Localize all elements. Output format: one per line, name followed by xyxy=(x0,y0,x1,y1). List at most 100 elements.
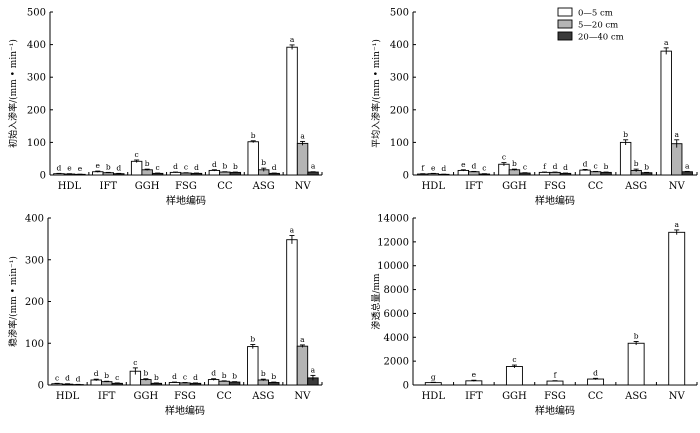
significance-label: b xyxy=(145,159,150,168)
significance-label: a xyxy=(664,38,669,47)
bar-total-FSG-1 xyxy=(546,380,564,386)
significance-label: b xyxy=(623,130,628,139)
significance-label: e xyxy=(67,164,72,173)
significance-label: c xyxy=(156,163,160,172)
y-tick-label: 14000 xyxy=(377,214,409,225)
x-tick-label: FSG xyxy=(544,391,566,402)
bar-steady-NV-1 xyxy=(286,239,298,386)
y-tick-label: 6000 xyxy=(384,309,409,320)
x-tick-label: IFT xyxy=(465,181,483,192)
significance-label: b xyxy=(261,158,266,167)
x-tick-label: IFT xyxy=(98,391,116,402)
bar-average-CC-3 xyxy=(600,171,612,176)
x-tick-label: ASG xyxy=(624,391,647,402)
significance-label: e xyxy=(472,370,477,379)
x-tick-label: FSG xyxy=(174,391,196,402)
y-tick-label: 100 xyxy=(27,138,46,149)
x-tick-label: CC xyxy=(216,391,232,402)
x-tick-label: NV xyxy=(669,391,686,402)
x-tick-label: NV xyxy=(669,181,686,192)
bar-average-NV-2 xyxy=(671,143,683,176)
significance-label: a xyxy=(311,162,316,171)
legend-swatch-1 xyxy=(557,7,573,17)
y-tick-label: 12000 xyxy=(377,237,409,248)
bar-total-IFT-1 xyxy=(465,380,483,386)
x-axis-title: 样地编码 xyxy=(535,194,575,207)
significance-label: b xyxy=(143,369,148,378)
significance-label: f xyxy=(421,164,425,173)
significance-label: c xyxy=(55,373,59,382)
x-tick-label: GGH xyxy=(502,391,527,402)
significance-label: b xyxy=(512,159,517,168)
significance-label: b xyxy=(634,331,639,340)
x-tick-label: ASG xyxy=(624,181,647,192)
significance-label: d xyxy=(65,374,70,383)
y-tick-label: 10000 xyxy=(377,261,409,272)
legend-label-3: 20—40 cm xyxy=(578,33,624,43)
x-tick-label: HDL xyxy=(58,181,82,192)
x-tick-label: IFT xyxy=(465,391,483,402)
y-tick-label: 100 xyxy=(390,138,409,149)
y-tick-label: 200 xyxy=(25,297,44,308)
y-tick-label: 4000 xyxy=(384,333,409,344)
legend-swatch-3 xyxy=(557,31,573,41)
significance-label: g xyxy=(431,372,436,381)
x-tick-label: HDL xyxy=(422,181,446,192)
significance-label: d xyxy=(211,369,216,378)
legend: 0—5 cm 5—20 cm 20—40 cm xyxy=(557,7,624,43)
significance-label: e xyxy=(96,161,101,170)
y-axis-title: 稳渗率/(mm • min⁻¹) xyxy=(7,256,19,347)
chart-total: 0 2000 4000 6000 8000 10000 12000 14000 HDL g IFT e… xyxy=(370,214,698,417)
y-tick-label: 500 xyxy=(390,8,409,19)
legend-label-1: 0—5 cm xyxy=(578,9,613,19)
y-tick-label: 2000 xyxy=(384,357,409,368)
significance-label: a xyxy=(290,226,295,235)
bar-average-IFT-2 xyxy=(468,171,480,176)
x-tick-label: NV xyxy=(294,391,311,402)
bar-total-NV-1 xyxy=(668,231,686,386)
significance-label: e xyxy=(461,160,466,169)
significance-label: d xyxy=(471,161,476,170)
significance-label: e xyxy=(78,164,83,173)
bar-initial-ASG-1 xyxy=(247,141,259,176)
x-tick-label: NV xyxy=(295,181,312,192)
x-tick-label: ASG xyxy=(252,181,275,192)
significance-label: d xyxy=(583,159,588,168)
significance-label: d xyxy=(172,372,177,381)
bar-initial-IFT-2 xyxy=(102,172,114,176)
bar-steady-IFT-2 xyxy=(101,381,113,386)
y-tick-label: 0 xyxy=(40,171,46,182)
x-tick-label: CC xyxy=(588,181,604,192)
significance-label: b xyxy=(271,372,276,381)
significance-label: d xyxy=(76,374,81,383)
y-tick-label: 0 xyxy=(403,171,409,182)
y-tick-label: 400 xyxy=(27,40,46,51)
significance-label: b xyxy=(604,162,609,171)
bar-average-ASG-3 xyxy=(640,172,653,176)
significance-label: c xyxy=(482,164,486,173)
y-tick-label: 200 xyxy=(27,105,46,116)
significance-label: b xyxy=(261,369,266,378)
y-tick-label: 200 xyxy=(390,105,409,116)
significance-label: e xyxy=(431,163,436,172)
bar-total-CC-1 xyxy=(587,378,605,386)
y-axis-title: 渗透总量/mm xyxy=(370,273,382,330)
significance-label: a xyxy=(290,35,295,44)
bar-total-GGH-1 xyxy=(505,366,523,386)
significance-label: c xyxy=(115,373,119,382)
bar-steady-NV-2 xyxy=(296,345,309,386)
significance-label: f xyxy=(554,371,558,380)
bar-average-ASG-1 xyxy=(619,141,632,176)
bar-average-NV-1 xyxy=(660,50,672,176)
x-tick-label: FSG xyxy=(544,181,566,192)
significance-label: d xyxy=(593,368,598,377)
significance-label: b xyxy=(644,162,649,171)
x-axis-title: 样地编码 xyxy=(535,404,575,417)
x-tick-label: FSG xyxy=(175,181,197,192)
significance-label: c xyxy=(512,355,516,364)
bar-average-FSG-2 xyxy=(549,171,561,176)
significance-label: b xyxy=(104,371,109,380)
